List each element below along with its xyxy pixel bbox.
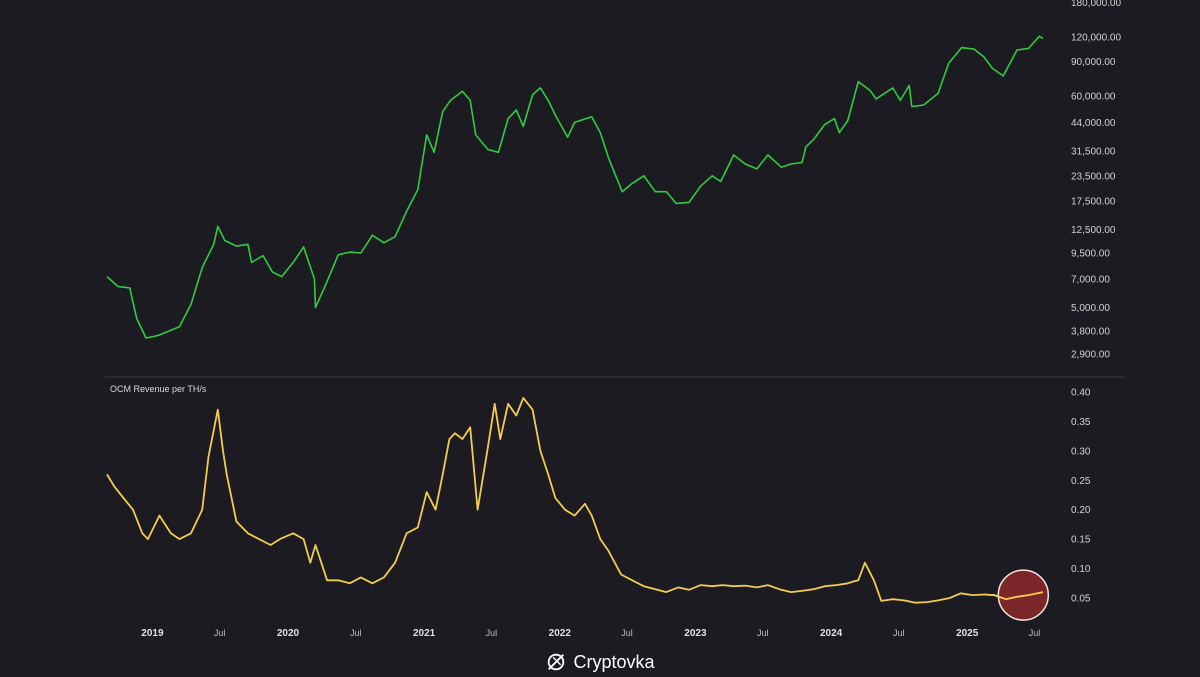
x-tick-month: Jul (1029, 628, 1041, 638)
ocm-tick-label: 0.35 (1071, 417, 1091, 428)
price-tick-label: 17,500.00 (1071, 196, 1116, 207)
x-tick-month: Jul (893, 628, 905, 638)
price-tick-label: 44,000.00 (1071, 118, 1116, 129)
x-tick-year: 2021 (413, 628, 436, 639)
x-tick-year: 2024 (820, 628, 843, 639)
x-tick-year: 2019 (141, 628, 164, 639)
ocm-tick-label: 0.05 (1071, 594, 1091, 605)
price-axis: 2,900.00 3,800.00 5,000.00 7,000.00 9,500.00… (1071, 0, 1121, 361)
x-tick-year: 2022 (549, 628, 572, 639)
ocm-tick-label: 0.15 (1071, 535, 1091, 546)
x-tick-month: Jul (214, 628, 226, 638)
watermark-text: Cryptovka (573, 651, 655, 672)
x-tick-year: 2025 (956, 628, 979, 639)
ocm-panel: OCM Revenue per TH/s 0.05 0.10 0.15 0.20 0.2… (106, 384, 1091, 621)
ocm-panel-title: OCM Revenue per TH/s (110, 384, 207, 394)
price-tick-label: 31,500.00 (1071, 146, 1116, 157)
ocm-axis: 0.05 0.10 0.15 0.20 0.25 0.30 0.35 0.40 (1071, 388, 1091, 605)
price-tick-label: 5,000.00 (1071, 303, 1110, 314)
price-tick-label: 12,500.00 (1071, 225, 1116, 236)
price-tick-label: 60,000.00 (1071, 92, 1116, 103)
cryptovka-logo-icon (548, 653, 565, 671)
price-tick-label: 2,900.00 (1071, 350, 1110, 361)
x-tick-year: 2020 (277, 628, 300, 639)
price-series-line (106, 35, 1044, 339)
x-tick-month: Jul (350, 628, 362, 638)
ocm-tick-label: 0.25 (1071, 476, 1091, 487)
price-tick-label: 180,000.00 (1071, 0, 1121, 9)
x-tick-month: Jul (486, 628, 498, 638)
ocm-series-line (106, 397, 1044, 604)
ocm-tick-label: 0.10 (1071, 564, 1091, 575)
price-tick-label: 7,000.00 (1071, 275, 1110, 286)
ocm-series-line-highlighted (983, 591, 1044, 601)
price-tick-label: 90,000.00 (1071, 57, 1116, 68)
x-tick-month: Jul (621, 628, 633, 638)
x-axis: 2019 Jul 2020 Jul 2021 Jul 2022 Jul 2023 Jul 2024 J… (141, 628, 1040, 639)
watermark: Cryptovka (0, 650, 1200, 674)
price-tick-label: 9,500.00 (1071, 249, 1110, 260)
ocm-tick-label: 0.20 (1071, 505, 1091, 516)
price-panel: 2,900.00 3,800.00 5,000.00 7,000.00 9,500.00… (106, 0, 1121, 361)
price-tick-label: 23,500.00 (1071, 171, 1116, 182)
price-tick-label: 120,000.00 (1071, 33, 1121, 44)
x-tick-month: Jul (757, 628, 769, 638)
ocm-tick-label: 0.30 (1071, 446, 1091, 457)
ocm-tick-label: 0.40 (1071, 388, 1091, 399)
x-tick-year: 2023 (684, 628, 707, 639)
price-tick-label: 3,800.00 (1071, 327, 1110, 338)
